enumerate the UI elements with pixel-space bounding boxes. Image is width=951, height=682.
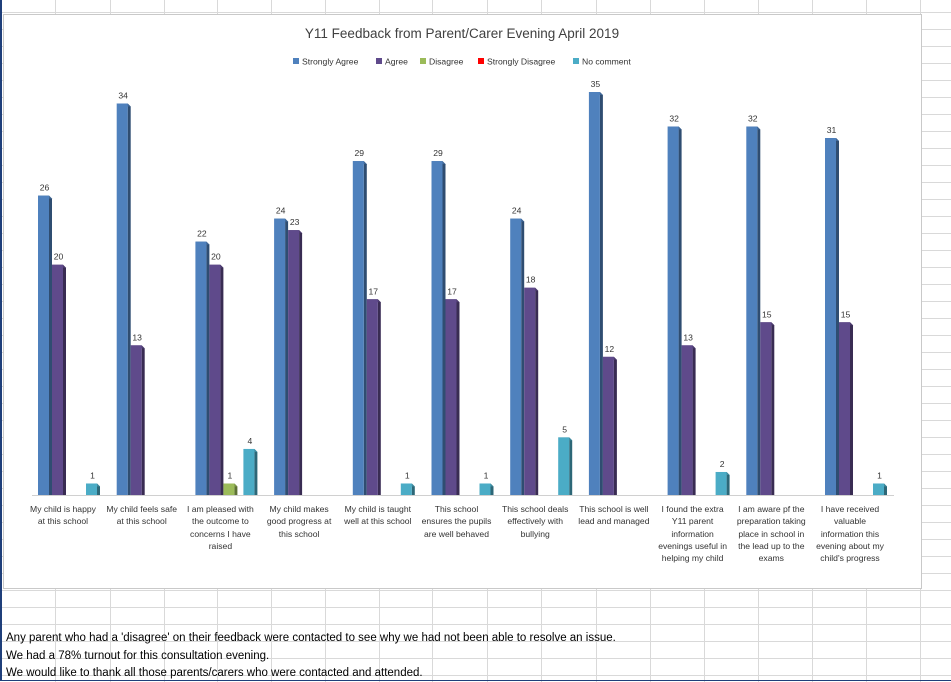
bar xyxy=(479,483,494,495)
category-label: I found the extra Y11 parent information… xyxy=(658,504,727,564)
legend-swatch xyxy=(376,58,382,64)
data-label: 26 xyxy=(40,183,50,193)
bar xyxy=(746,126,761,496)
data-label: 32 xyxy=(669,114,679,124)
bar xyxy=(524,287,539,495)
legend-item: Strongly Disagree xyxy=(478,57,556,67)
note-turnout: We had a 78% turnout for this consultati… xyxy=(6,650,270,662)
data-label: 23 xyxy=(290,217,300,227)
bar xyxy=(431,161,446,496)
bar xyxy=(667,126,682,496)
bar xyxy=(116,103,131,495)
bar xyxy=(760,322,775,495)
data-label: 35 xyxy=(591,79,601,89)
legend-swatch xyxy=(573,58,579,64)
legend-label: Agree xyxy=(385,57,408,67)
data-label: 32 xyxy=(748,114,758,124)
legend-label: No comment xyxy=(582,57,631,67)
data-label: 20 xyxy=(54,252,64,262)
legend-swatch xyxy=(420,58,426,64)
note-disagree: Any parent who had a 'disagree' on their… xyxy=(6,632,616,644)
data-label: 34 xyxy=(118,91,128,101)
category-label: My child makes good progress at this sch… xyxy=(266,504,332,539)
data-label: 22 xyxy=(197,229,207,239)
legend-item: Agree xyxy=(376,57,408,67)
bar xyxy=(400,483,415,495)
category-label: This school ensures the pupils are well … xyxy=(421,504,492,539)
data-label: 13 xyxy=(683,332,693,342)
data-label: 1 xyxy=(90,470,95,480)
data-label: 24 xyxy=(276,206,286,216)
bar xyxy=(223,483,238,495)
note-thanks: We would like to thank all those parents… xyxy=(6,667,423,679)
data-label: 17 xyxy=(447,286,457,296)
category-label: My child feels safe at this school xyxy=(106,504,178,527)
legend-swatch xyxy=(293,58,299,64)
data-label: 15 xyxy=(762,309,772,319)
category-label: My child is taught well at this school xyxy=(344,504,412,527)
data-label: 4 xyxy=(248,436,253,446)
bar xyxy=(839,322,853,495)
bar xyxy=(558,437,573,495)
chart-title: Y11 Feedback from Parent/Carer Evening A… xyxy=(305,26,619,41)
legend-item: No comment xyxy=(573,57,631,67)
category-label: This school is well lead and managed xyxy=(578,504,650,527)
data-label: 5 xyxy=(562,424,567,434)
legend-item: Strongly Agree xyxy=(293,57,359,67)
legend-label: Strongly Agree xyxy=(302,57,359,67)
bar xyxy=(52,264,66,495)
data-label: 18 xyxy=(526,275,536,285)
data-label: 2 xyxy=(720,459,725,469)
bar xyxy=(681,345,696,495)
data-label: 1 xyxy=(484,470,489,480)
legend-label: Strongly Disagree xyxy=(487,57,556,67)
bar xyxy=(366,299,381,495)
data-label: 17 xyxy=(369,286,379,296)
bar xyxy=(209,264,224,495)
bar xyxy=(873,483,887,495)
chart-area[interactable]: Y11 Feedback from Parent/Carer Evening A… xyxy=(3,14,922,589)
bar xyxy=(243,448,258,495)
bar xyxy=(288,230,303,495)
data-label: 31 xyxy=(827,125,837,135)
bar xyxy=(352,161,367,496)
legend-swatch xyxy=(478,58,484,64)
bar xyxy=(38,195,52,495)
legend-item: Disagree xyxy=(420,57,464,67)
data-label: 1 xyxy=(877,470,882,480)
bar xyxy=(825,138,839,496)
bar xyxy=(195,241,210,495)
data-label: 20 xyxy=(211,252,221,262)
bar xyxy=(602,356,617,495)
data-label: 15 xyxy=(841,309,851,319)
bar xyxy=(274,218,289,495)
legend-label: Disagree xyxy=(429,57,464,67)
bar xyxy=(588,92,603,495)
category-label: I am aware pf the preparation taking pla… xyxy=(736,504,806,564)
data-label: 1 xyxy=(405,470,410,480)
category-label: I am pleased with the outcome to concern… xyxy=(186,504,254,551)
data-label: 13 xyxy=(132,332,142,342)
data-label: 12 xyxy=(605,344,615,354)
category-label: This school deals effectively with bully… xyxy=(501,504,569,539)
bar xyxy=(445,299,460,495)
data-label: 1 xyxy=(228,470,233,480)
data-label: 29 xyxy=(433,148,443,158)
bar xyxy=(510,218,525,495)
bar xyxy=(130,345,145,495)
data-label: 29 xyxy=(355,148,365,158)
data-label: 24 xyxy=(512,206,522,216)
bar xyxy=(86,483,100,495)
bar-chart: Y11 Feedback from Parent/Carer Evening A… xyxy=(32,26,894,496)
category-label: I have received valuable information thi… xyxy=(816,504,884,564)
bar xyxy=(715,471,730,495)
category-label: My child is happy at this school xyxy=(30,504,96,527)
